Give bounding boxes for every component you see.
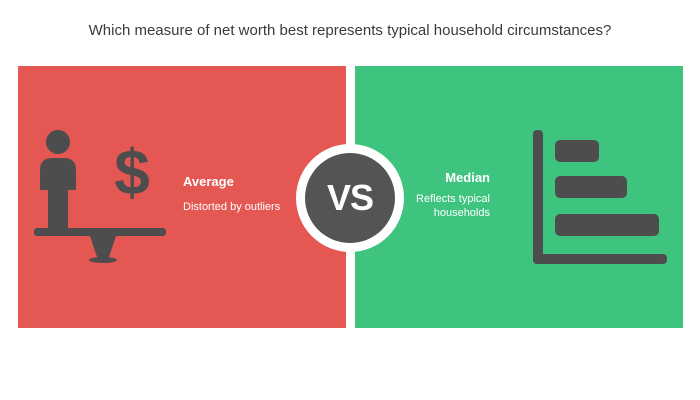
vs-badge: VS [296, 144, 404, 252]
median-description: Reflects typical households [416, 193, 490, 219]
vs-label: VS [305, 153, 395, 243]
average-description: Distorted by outliers [183, 201, 281, 213]
bar-chart-icon [533, 130, 668, 265]
person-dollar-scale-icon: $ [34, 128, 169, 263]
median-panel: Median Reflects typical households [355, 66, 683, 328]
median-heading: Median [445, 170, 490, 185]
svg-text:$: $ [114, 136, 150, 208]
diagram-title: Which measure of net worth best represen… [88, 22, 612, 39]
average-heading: Average [183, 174, 234, 189]
average-panel: $ Average Distorted by outliers [18, 66, 346, 328]
